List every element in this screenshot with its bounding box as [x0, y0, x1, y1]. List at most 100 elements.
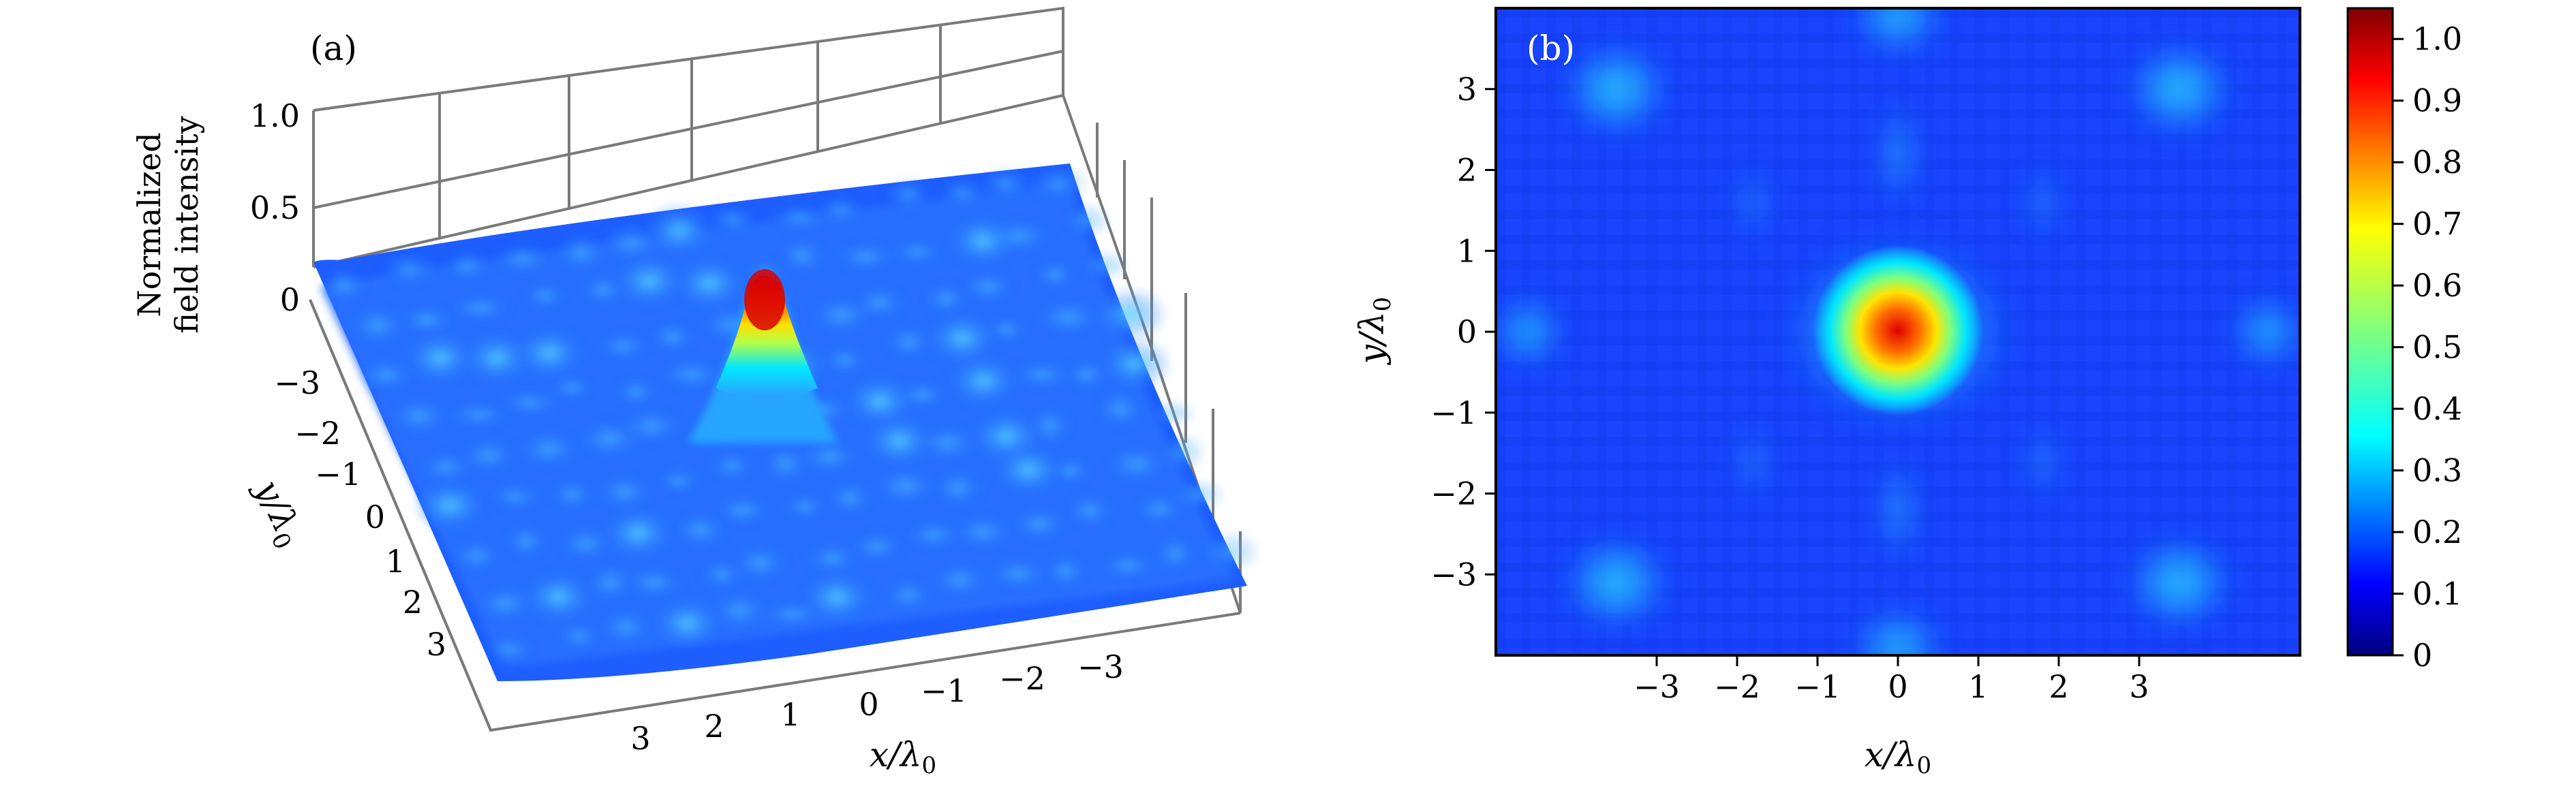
surface-ripple — [823, 346, 868, 375]
surface-ripple — [902, 520, 965, 550]
surface-ripple — [803, 542, 861, 575]
surface-ripple — [1049, 456, 1092, 485]
surface-ripple — [1080, 251, 1130, 279]
colorbar-tick-label: 0 — [2412, 637, 2432, 674]
x-tick-label: 3 — [630, 720, 650, 757]
x-axis-label-b: x/λ0 — [1865, 735, 1931, 779]
surface-ripple — [985, 219, 1054, 253]
surface-ripple — [585, 563, 636, 602]
surface-ripple — [978, 166, 1034, 202]
surface-ripple — [1092, 287, 1167, 342]
heatmap-feature — [2230, 294, 2300, 369]
surface-ripple — [1134, 493, 1185, 525]
heatmap-stripe — [1597, 8, 1606, 655]
x-tick-label: −3 — [1077, 648, 1124, 685]
y-tick-label: 0 — [1457, 313, 1477, 350]
heatmap-feature — [1850, 8, 1946, 57]
surface-ripple — [896, 381, 949, 409]
surface-ripple — [649, 596, 725, 651]
surface-ripple — [596, 473, 654, 511]
colorbar-tick-label: 0.8 — [2412, 144, 2462, 181]
surface-ripple — [492, 242, 552, 275]
surface-ripple — [512, 326, 587, 381]
surface-ripple — [884, 578, 932, 612]
heatmap-feature — [1877, 455, 1918, 565]
surface-ripple — [482, 636, 536, 662]
heatmap-stripe — [1496, 437, 2300, 446]
heatmap-stripe — [2101, 8, 2111, 655]
colorbar-tick-label: 0.4 — [2412, 390, 2462, 427]
surface-ripple — [833, 243, 898, 272]
heatmap-feature — [2125, 41, 2234, 137]
surface-ripple — [445, 402, 512, 428]
heatmap-stripe — [1672, 8, 1682, 655]
surface-ripple — [945, 354, 1021, 409]
surface-ripple — [1099, 551, 1156, 580]
surface-ripple — [348, 305, 408, 346]
surface-ripple — [1171, 479, 1226, 510]
surface-ripple — [460, 437, 517, 474]
surface-ripple — [356, 358, 416, 392]
x-tick-label: −1 — [1794, 668, 1841, 705]
surface-ripple — [522, 283, 568, 309]
y-tick-label: −2 — [1430, 475, 1477, 512]
surface-ripple — [1065, 493, 1116, 529]
heatmap-feature — [1496, 294, 1566, 369]
surface-ripple — [782, 493, 827, 520]
surface-ripple — [1010, 361, 1075, 388]
y-axis-ticks: −3 −2 −101 23 — [274, 364, 446, 663]
surface-ripple — [504, 524, 548, 559]
surface-ripple — [649, 322, 696, 353]
surface-ripple — [1150, 401, 1197, 426]
surface-ripple — [849, 531, 904, 563]
surface-ripple — [622, 566, 686, 599]
surface-ripple — [521, 569, 596, 625]
y-tick-label: −2 — [294, 415, 341, 452]
y-tick-label: 3 — [1457, 71, 1477, 108]
z-tick-label: 0 — [280, 281, 300, 318]
surface-ripple — [883, 176, 934, 213]
surface-ripple — [1064, 203, 1111, 237]
z-axis-label-line1: Normalized — [131, 132, 168, 317]
surface-ripple — [890, 239, 945, 265]
z-tick-label: 0.5 — [250, 189, 300, 226]
surface-ripple — [378, 252, 441, 286]
colorbar-tick-label: 0.9 — [2412, 82, 2462, 119]
y-tick-label: −3 — [1430, 556, 1477, 593]
surface-ripple — [657, 468, 701, 494]
colorbar-tick-label: 0.5 — [2412, 329, 2462, 366]
surface-ripple — [949, 515, 1017, 549]
y-tick-label: −1 — [1430, 394, 1477, 431]
surface-peak — [688, 269, 838, 443]
surface-ripple — [412, 478, 488, 533]
y-tick-label: 1 — [386, 543, 405, 580]
colorbar-tick-label: 0.2 — [2412, 514, 2462, 550]
surface-ripple — [613, 377, 658, 406]
y-tick-label: 0 — [365, 499, 385, 535]
surface-ripple — [619, 407, 684, 444]
surface-ripple — [853, 285, 907, 319]
surface-ripple — [1199, 531, 1261, 572]
surface-ripple — [1104, 445, 1169, 484]
heatmap-stripe — [1698, 8, 1707, 655]
x-tick-label: −2 — [1714, 668, 1760, 705]
intensity-surface — [313, 163, 1261, 681]
y-tick-label: 1 — [1457, 232, 1477, 269]
surface-ripple — [486, 484, 545, 510]
heatmap-stripe — [2051, 8, 2060, 655]
heatmap-stripe — [1496, 210, 2300, 219]
heatmap-panel: −3 −2 −1 0 1 2 3 3 2 1 0 −1 −2 −3 (b) x/λ0 y/λ0 1.0 0… — [1352, 7, 2462, 779]
surface-ripple — [600, 505, 676, 561]
surface-ripple — [388, 397, 450, 435]
surface-ripple — [960, 270, 1017, 304]
surface-ripple — [932, 468, 985, 508]
heatmap-stripe — [2126, 8, 2136, 655]
surface-ripple — [827, 480, 874, 516]
x-tick-label: 0 — [1888, 668, 1907, 705]
heatmap-feature — [2023, 165, 2062, 240]
z-tick-label: 1.0 — [250, 97, 300, 134]
surface-ripple — [641, 202, 717, 257]
panel-b-label: (b) — [1527, 29, 1575, 68]
surface-ripple — [1154, 534, 1196, 574]
surface-ripple — [417, 452, 474, 483]
